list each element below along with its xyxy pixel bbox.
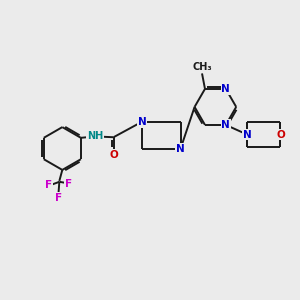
Text: O: O <box>276 130 285 140</box>
Text: CH₃: CH₃ <box>192 62 212 73</box>
Text: NH: NH <box>87 131 103 141</box>
Text: N: N <box>221 84 230 94</box>
Text: F: F <box>55 193 62 203</box>
Text: F: F <box>45 180 52 190</box>
Text: N: N <box>242 130 251 140</box>
Text: N: N <box>176 143 185 154</box>
Text: O: O <box>109 150 118 160</box>
Text: N: N <box>138 117 146 127</box>
Text: F: F <box>65 179 72 189</box>
Text: N: N <box>221 120 230 130</box>
